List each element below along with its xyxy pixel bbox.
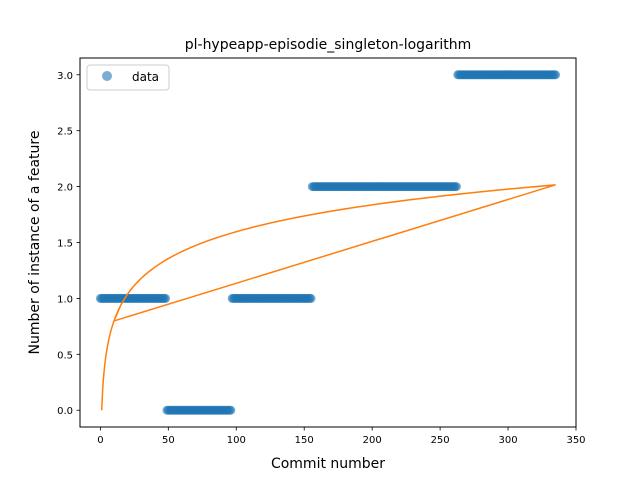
legend-marker-data (102, 71, 112, 81)
y-axis-label: Number of instance of a feature (27, 131, 43, 355)
x-axis-label: Commit number (271, 456, 385, 472)
x-tick-label: 250 (431, 435, 450, 446)
x-tick-label: 350 (566, 435, 585, 446)
legend: data (86, 64, 170, 91)
y-tick-label: 2.5 (57, 127, 73, 138)
data-point (451, 182, 461, 192)
x-tick-label: 200 (363, 435, 382, 446)
marks-layer (95, 70, 561, 415)
y-tick-label: 3.0 (57, 71, 73, 82)
x-tick-label: 50 (162, 435, 175, 446)
data-point (161, 293, 171, 303)
y-tick-label: 0.0 (57, 406, 73, 417)
data-point (306, 293, 316, 303)
ticks-layer: 0 50 100 150 200 250 300 350 0.0 0.5 1.0 1.5 2.0 2.5 3… (57, 71, 585, 446)
legend-label-data: data (132, 70, 159, 84)
y-tick-label: 1.5 (57, 239, 73, 250)
x-tick-label: 150 (295, 435, 314, 446)
data-point (551, 70, 561, 80)
data-point (226, 405, 236, 415)
y-tick-label: 1.0 (57, 294, 73, 305)
fit-line (100, 184, 556, 411)
chart-title: pl-hypeapp-episodie_singleton-logarithm (185, 37, 472, 53)
x-tick-label: 100 (227, 435, 246, 446)
y-tick-label: 0.5 (57, 350, 73, 361)
x-tick-label: 0 (97, 435, 103, 446)
x-tick-label: 300 (499, 435, 518, 446)
y-tick-label: 2.0 (57, 183, 73, 194)
